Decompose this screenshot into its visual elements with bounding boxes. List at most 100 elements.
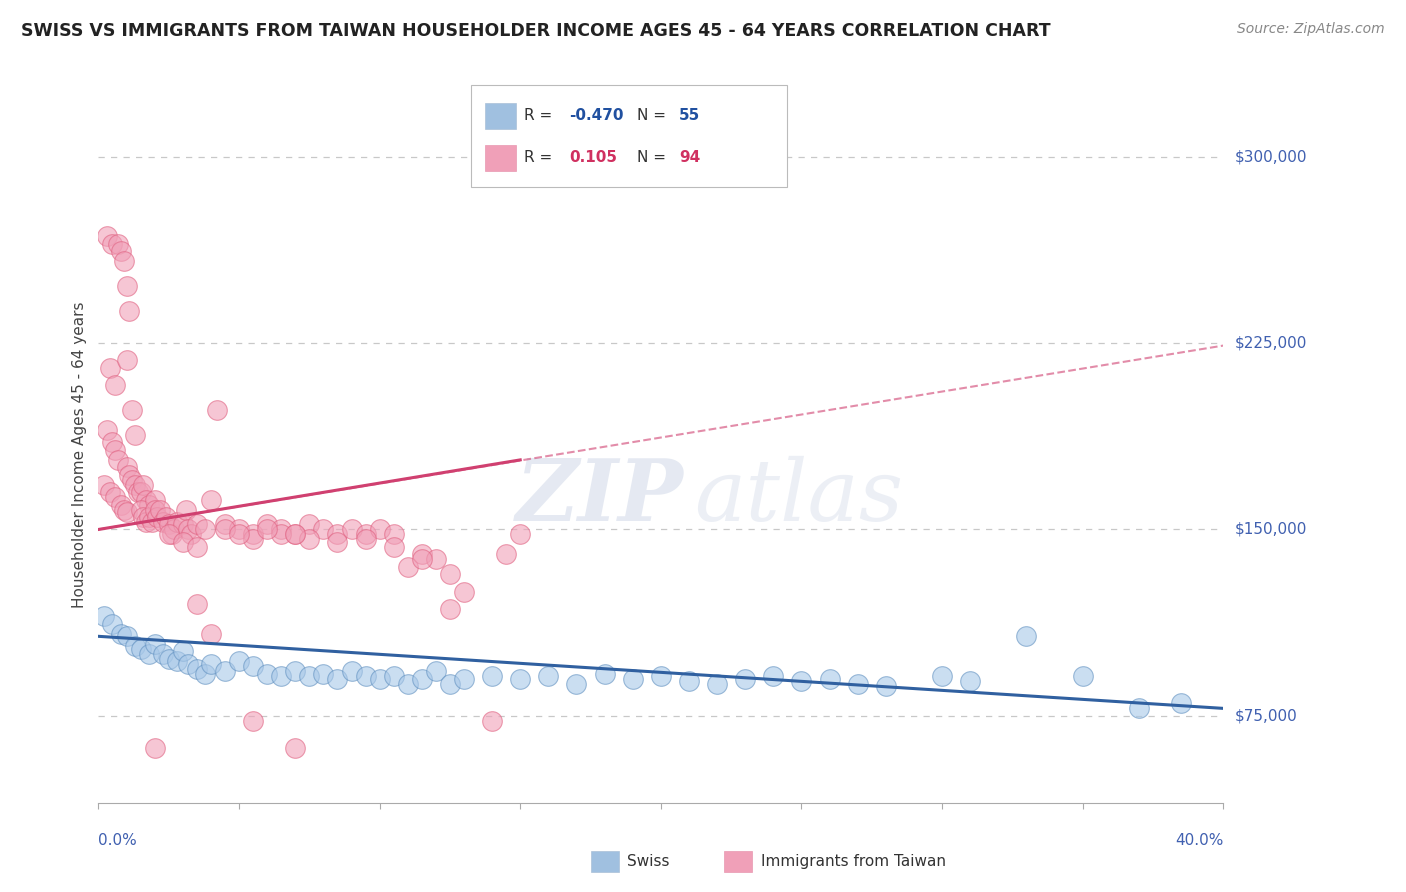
Point [298,533,321,547]
Point [312,523,335,537]
Point [107,453,129,467]
Point [439,567,461,582]
Point [186,662,208,676]
Point [284,527,307,541]
Point [101,616,124,631]
Point [411,672,433,686]
Point [621,672,644,686]
Point [509,527,531,541]
Point [115,629,138,643]
Text: N =: N = [637,151,671,165]
Point [104,442,127,457]
Point [93,609,115,624]
Text: atlas: atlas [695,455,904,538]
Point [124,428,146,442]
Point [453,672,475,686]
Point [1170,697,1192,711]
Point [706,676,728,690]
Point [93,477,115,491]
Y-axis label: Householder Income Ages 45 - 64 years: Householder Income Ages 45 - 64 years [72,301,87,608]
Point [354,669,377,683]
Point [177,523,200,537]
Point [931,669,953,683]
Point [875,679,897,693]
Point [256,517,278,532]
Point [157,651,180,665]
Text: -0.470: -0.470 [569,109,624,123]
Text: ZIP: ZIP [516,455,683,539]
Point [129,641,152,656]
Text: 0.0%: 0.0% [98,833,138,848]
Point [481,714,503,728]
Point [98,485,121,500]
Point [284,741,307,756]
Point [734,672,756,686]
Point [1015,629,1038,643]
Point [110,627,132,641]
Point [762,669,785,683]
Point [157,517,180,532]
Point [172,644,194,658]
Point [242,527,264,541]
Point [101,236,124,251]
Point [382,527,405,541]
Point [186,597,208,611]
Point [214,517,236,532]
Point [340,523,363,537]
Point [565,676,588,690]
Point [959,674,981,689]
Point [157,527,180,541]
Point [104,378,127,392]
Text: Source: ZipAtlas.com: Source: ZipAtlas.com [1237,22,1385,37]
Text: Swiss: Swiss [627,855,669,869]
Point [439,602,461,616]
Point [124,639,146,653]
Point [186,540,208,554]
Point [396,559,419,574]
Point [110,498,132,512]
Point [200,492,222,507]
Point [138,647,160,661]
Point [166,654,188,668]
Point [396,676,419,690]
Point [160,527,183,541]
Point [354,527,377,541]
Text: Immigrants from Taiwan: Immigrants from Taiwan [761,855,946,869]
Text: R =: R = [524,109,558,123]
Point [846,676,869,690]
Point [135,515,157,529]
Point [152,647,174,661]
Point [146,510,169,524]
Point [132,477,155,491]
Point [242,659,264,673]
Text: 94: 94 [679,151,700,165]
Point [411,552,433,566]
Point [382,540,405,554]
Point [326,527,349,541]
Point [172,517,194,532]
Point [242,714,264,728]
Point [115,353,138,368]
Point [180,527,202,541]
Point [166,515,188,529]
Point [141,515,163,529]
Point [96,229,118,244]
Point [110,244,132,259]
Point [96,423,118,437]
Point [129,485,152,500]
Point [107,236,129,251]
Point [104,490,127,504]
Point [152,515,174,529]
Point [270,669,292,683]
Point [1128,701,1150,715]
Point [411,547,433,561]
Point [326,672,349,686]
Point [177,657,200,671]
Point [481,669,503,683]
Point [214,664,236,678]
Point [101,435,124,450]
Point [593,666,616,681]
Point [127,485,149,500]
Point [186,517,208,532]
Point [537,669,560,683]
